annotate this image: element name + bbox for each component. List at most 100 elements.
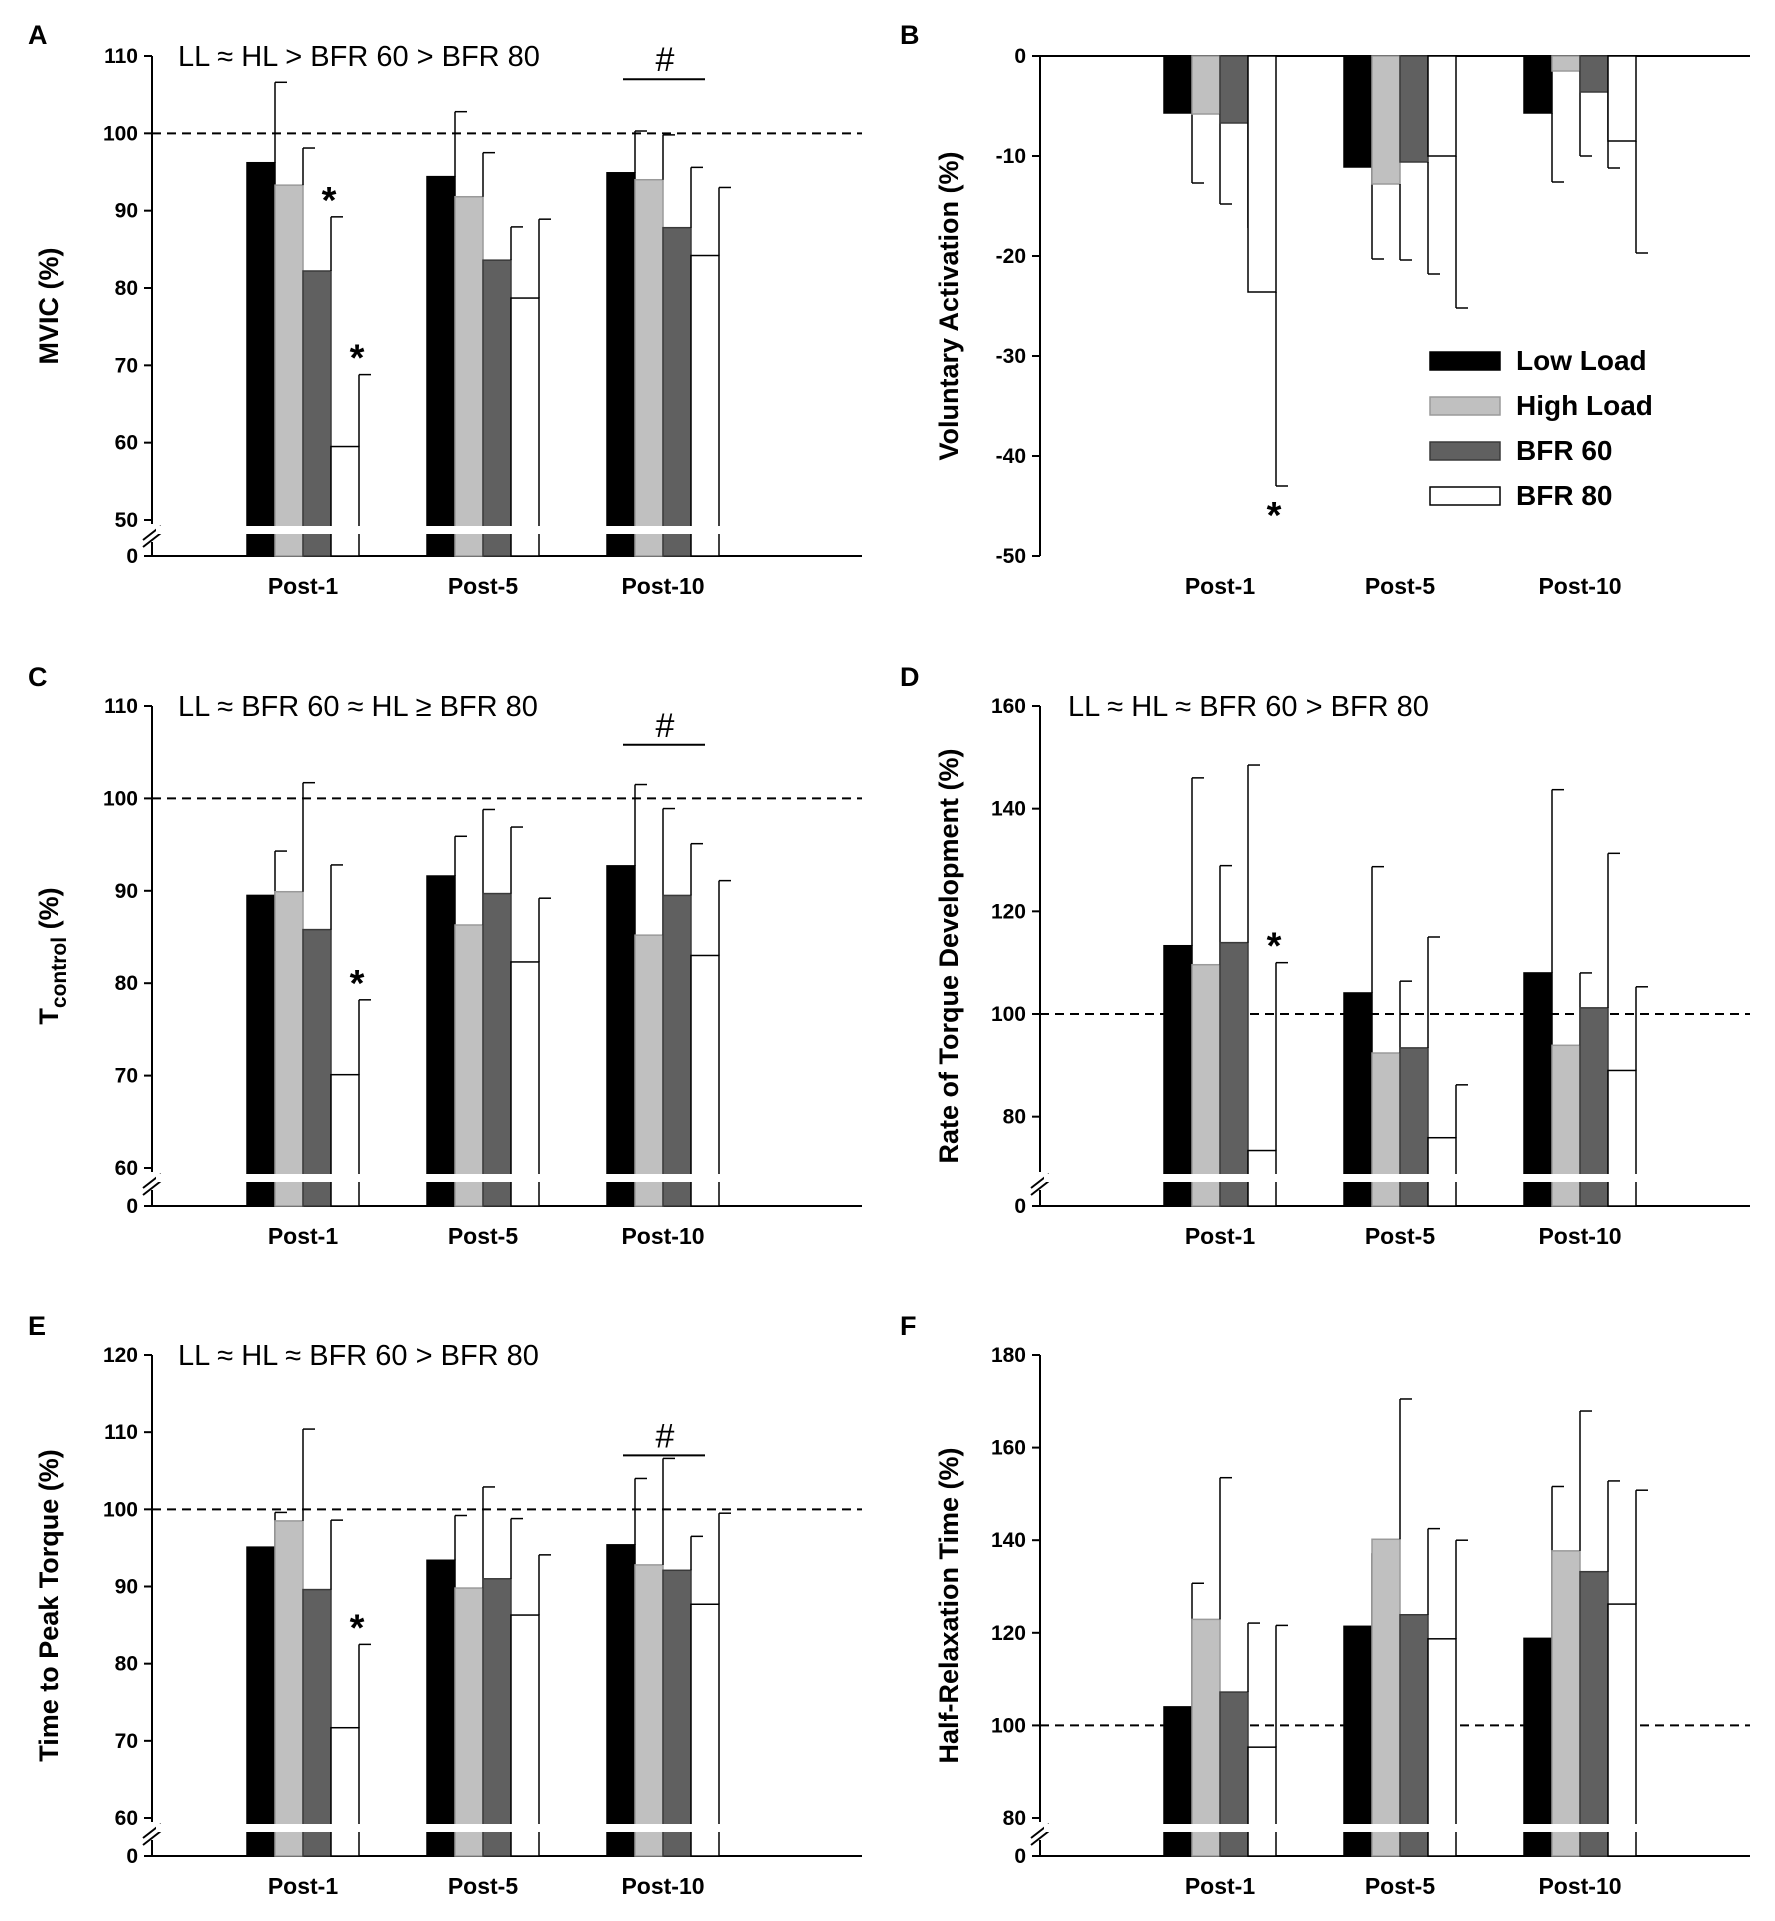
- bar: [246, 894, 276, 1207]
- x-category-label: Post-5: [1365, 1873, 1436, 1899]
- bar: [482, 259, 512, 557]
- bar: [1607, 1069, 1637, 1207]
- bar: [1579, 1570, 1609, 1857]
- hash-marker: #: [656, 707, 675, 745]
- y-tick-label: 70: [115, 1730, 138, 1753]
- legend: Low Load High Load BFR 60 BFR 80: [1429, 345, 1653, 511]
- y-tick-label: 110: [104, 1421, 138, 1444]
- bar: [662, 226, 692, 557]
- panel-b: B Voluntary Activation (%) -50 -40 -30 -20 -10…: [900, 20, 1750, 599]
- x-category-label: Post-5: [448, 1223, 519, 1249]
- y-tick-label: 120: [103, 1344, 138, 1367]
- y-tick-label: 140: [991, 1529, 1026, 1552]
- bar: [1399, 55, 1429, 163]
- bar: [634, 1564, 664, 1857]
- bar: [302, 928, 332, 1207]
- x-category-label: Post-10: [1538, 1873, 1621, 1899]
- bar: [454, 1587, 484, 1857]
- y-tick-label: 100: [991, 1003, 1026, 1026]
- y-tick-label: 0: [1014, 1195, 1026, 1218]
- y-axis-label-main: Half-Relaxation Time (%): [934, 1447, 964, 1763]
- y-tick-label: 100: [103, 1498, 138, 1521]
- axis-break-mark: [142, 532, 162, 548]
- panel-label: A: [28, 20, 48, 50]
- axis-break-mark: [1030, 1830, 1050, 1846]
- significance-star: *: [350, 338, 365, 380]
- bar: [302, 270, 332, 557]
- bar: [1191, 963, 1221, 1207]
- y-tick-label: 160: [991, 695, 1026, 718]
- bar: [1343, 55, 1373, 168]
- bar: [690, 954, 720, 1207]
- axis-break-mark: [1030, 1180, 1050, 1196]
- legend-swatch: [1429, 396, 1501, 416]
- hash-marker: #: [656, 41, 675, 79]
- bar: [1523, 55, 1553, 114]
- bar: [1343, 1625, 1373, 1857]
- y-tick-label: -10: [996, 145, 1026, 168]
- y-tick-label: 100: [103, 787, 138, 810]
- panel-annotation: LL ≈ BFR 60 ≈ HL ≥ BFR 80: [178, 691, 538, 723]
- panel-label: B: [900, 20, 920, 50]
- panel-d: D Rate of Torque Development (%) LL ≈ HL ≈…: [900, 662, 1750, 1249]
- panel-annotation: LL ≈ HL ≈ BFR 60 > BFR 80: [178, 1340, 539, 1372]
- significance-star: *: [322, 180, 337, 222]
- y-tick-label: 90: [115, 200, 138, 223]
- y-tick-label: 70: [115, 354, 138, 377]
- x-category-label: Post-5: [1365, 1223, 1436, 1249]
- bar: [1427, 1638, 1457, 1857]
- x-category-label: Post-1: [1185, 1873, 1256, 1899]
- y-axis-label-main: Time to Peak Torque (%): [34, 1449, 64, 1762]
- x-category-label: Post-5: [448, 1873, 519, 1899]
- axis-break-gap: [1044, 1174, 1750, 1182]
- panel-f: F Half-Relaxation Time (%) 0 80 100 120 140 160…: [900, 1311, 1750, 1899]
- y-axis-label-main: MVIC (%): [34, 248, 64, 365]
- y-tick-label: -20: [996, 245, 1026, 268]
- bar: [330, 1726, 360, 1857]
- panel-annotation: LL ≈ HL ≈ BFR 60 > BFR 80: [1068, 691, 1429, 723]
- bar: [510, 297, 540, 557]
- y-tick-label: -30: [996, 345, 1026, 368]
- x-category-label: Post-10: [621, 573, 704, 599]
- bar: [1399, 1047, 1429, 1207]
- bar: [274, 1520, 304, 1857]
- bar: [454, 195, 484, 557]
- bar: [662, 894, 692, 1207]
- bar: [1163, 1706, 1193, 1857]
- y-tick-label: 0: [1014, 45, 1026, 68]
- significance-star: *: [350, 1607, 365, 1649]
- bar: [634, 934, 664, 1207]
- bar: [1343, 992, 1373, 1207]
- bar: [690, 254, 720, 557]
- bar: [1579, 55, 1609, 93]
- bar: [426, 875, 456, 1207]
- bar: [662, 1569, 692, 1857]
- y-tick-label: -40: [996, 445, 1026, 468]
- y-tick-label: 160: [991, 1437, 1026, 1460]
- y-tick-label: 0: [126, 1195, 138, 1218]
- y-axis-label: Rate of Torque Development (%): [934, 748, 964, 1163]
- bar: [510, 961, 540, 1207]
- hash-marker: #: [656, 1417, 675, 1455]
- x-category-label: Post-5: [1365, 573, 1436, 599]
- bar: [1427, 1136, 1457, 1207]
- bar: [1163, 944, 1193, 1207]
- y-tick-label: 80: [1003, 1807, 1026, 1830]
- bar: [330, 1073, 360, 1207]
- panel-label: E: [28, 1311, 46, 1341]
- bar: [1247, 1746, 1277, 1857]
- bar: [510, 1614, 540, 1857]
- y-axis-label-sub: control: [48, 937, 71, 1008]
- bar: [1551, 1550, 1581, 1857]
- y-tick-label: 60: [115, 1807, 138, 1830]
- y-tick-label: 60: [115, 1157, 138, 1180]
- x-category-label: Post-10: [1538, 1223, 1621, 1249]
- bar: [1247, 55, 1277, 293]
- axis-break-mark: [142, 1830, 162, 1846]
- legend-swatch: [1429, 486, 1501, 506]
- bar: [482, 892, 512, 1207]
- bar: [1371, 55, 1401, 185]
- y-tick-label: 100: [991, 1714, 1026, 1737]
- x-category-label: Post-1: [1185, 573, 1256, 599]
- bar: [1191, 55, 1221, 115]
